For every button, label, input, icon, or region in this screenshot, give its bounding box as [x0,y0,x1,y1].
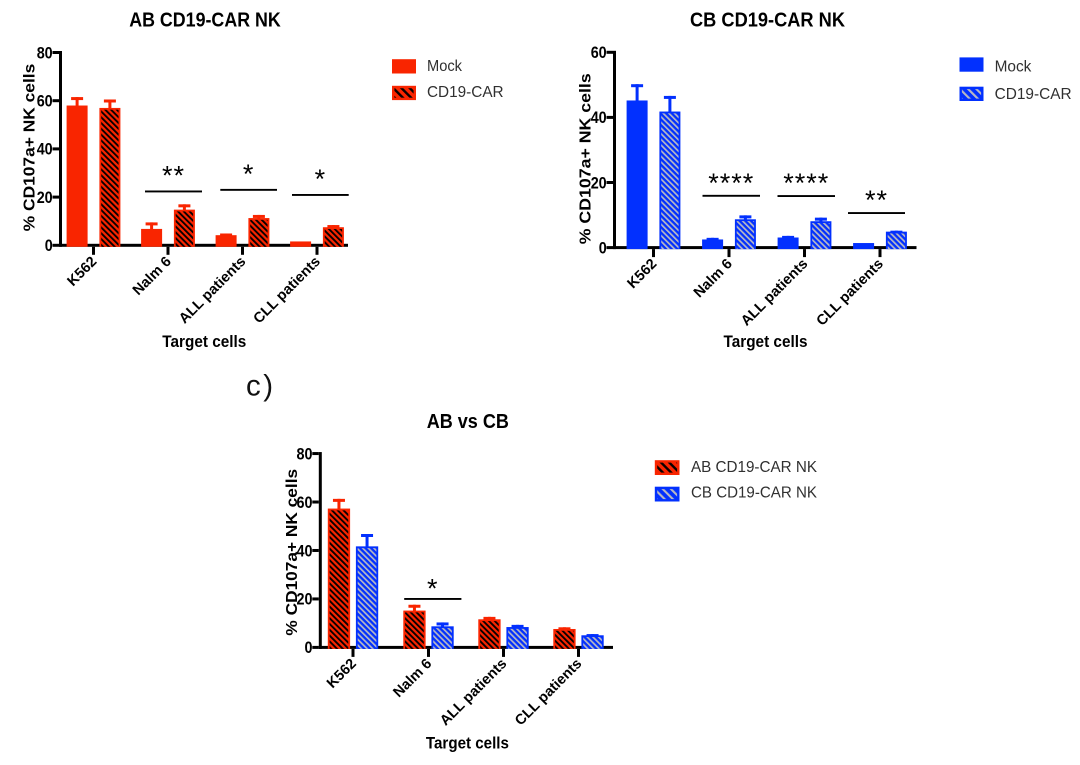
svg-text:*: * [243,159,255,189]
svg-text:60: 60 [37,93,53,111]
svg-text:*: * [427,573,439,603]
svg-text:% CD107a+ NK cells: % CD107a+ NK cells [578,73,595,244]
svg-text:20: 20 [591,174,607,192]
svg-text:60: 60 [297,494,313,512]
svg-text:c): c) [246,370,276,403]
svg-text:40: 40 [297,542,313,560]
svg-text:*: * [315,164,327,194]
svg-text:20: 20 [37,189,53,207]
svg-text:CB CD19-CAR NK: CB CD19-CAR NK [690,10,846,32]
svg-text:40: 40 [37,141,53,159]
svg-text:AB vs CB: AB vs CB [427,411,509,433]
svg-text:% CD107a+ NK cells: % CD107a+ NK cells [284,469,301,636]
svg-text:60: 60 [591,44,607,62]
svg-text:Target cells: Target cells [162,333,246,351]
svg-text:****: **** [708,168,754,198]
svg-text:CD19-CAR: CD19-CAR [427,84,504,101]
svg-text:AB CD19-CAR NK: AB CD19-CAR NK [691,459,818,476]
svg-text:Target cells: Target cells [724,333,808,351]
svg-text:****: **** [783,168,829,198]
svg-text:20: 20 [297,591,313,609]
svg-text:Target cells: Target cells [426,734,509,752]
svg-text:**: ** [865,185,888,215]
svg-text:AB CD19-CAR NK: AB CD19-CAR NK [129,10,281,32]
svg-text:Mock: Mock [427,58,462,75]
svg-text:40: 40 [591,109,607,127]
svg-text:CB CD19-CAR NK: CB CD19-CAR NK [691,485,818,502]
svg-text:80: 80 [37,44,53,62]
svg-text:0: 0 [45,237,53,255]
svg-text:0: 0 [305,639,313,657]
svg-text:**: ** [162,160,185,190]
svg-text:0: 0 [599,239,607,257]
svg-text:80: 80 [297,445,313,463]
svg-text:% CD107a+ NK cells: % CD107a+ NK cells [21,64,38,232]
svg-text:Mock: Mock [995,59,1032,76]
svg-text:CD19-CAR: CD19-CAR [995,86,1072,103]
